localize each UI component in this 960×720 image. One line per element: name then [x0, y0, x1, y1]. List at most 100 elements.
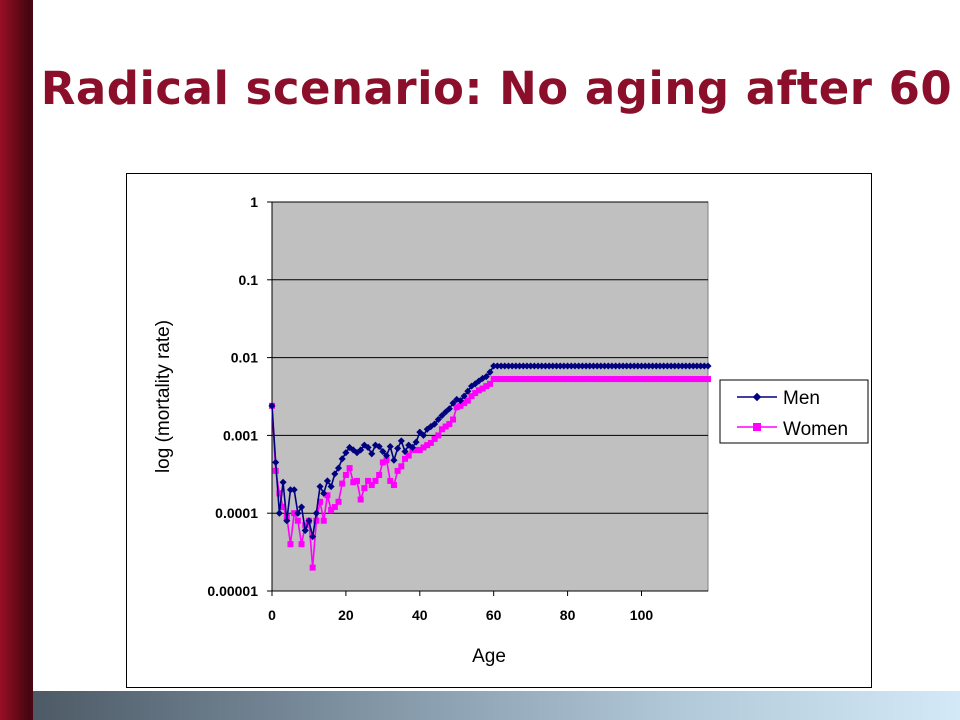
data-point-women — [535, 376, 542, 383]
data-point-women — [520, 376, 527, 383]
legend-women-label: Women — [783, 419, 848, 440]
data-point-women — [317, 498, 324, 505]
data-point-women — [705, 376, 711, 383]
data-point-women — [579, 376, 586, 383]
data-point-men — [630, 362, 638, 370]
data-point-women — [634, 376, 641, 383]
data-point-men — [334, 464, 343, 472]
data-point-women — [620, 376, 627, 383]
data-point-women — [686, 376, 693, 383]
data-point-women — [416, 446, 423, 453]
legend-women-square-marker — [753, 423, 761, 431]
data-point-women — [656, 376, 663, 383]
data-point-men — [656, 362, 664, 370]
data-point-men — [523, 362, 531, 370]
data-point-women — [638, 376, 645, 383]
data-point-men — [438, 412, 446, 420]
data-point-men — [286, 486, 295, 494]
data-point-women — [302, 522, 309, 529]
data-point-women — [490, 376, 497, 383]
data-point-women — [653, 376, 660, 383]
data-point-men — [445, 405, 453, 413]
data-point-men — [482, 373, 490, 381]
y-tick-label: 0.0001 — [215, 505, 258, 521]
data-point-women — [405, 452, 412, 459]
data-point-men — [697, 362, 705, 370]
data-point-women — [675, 376, 682, 383]
data-point-women — [557, 376, 564, 383]
data-point-men — [645, 362, 653, 370]
data-point-women — [350, 479, 357, 486]
data-point-men — [386, 442, 394, 451]
data-point-men — [601, 362, 609, 370]
data-point-women — [601, 376, 608, 383]
data-point-women — [446, 421, 453, 428]
chart-frame: 1 0.1 0.01 0.001 0.0001 0.00001 0 20 40 60 80 100 l… — [126, 173, 872, 688]
data-point-women — [583, 376, 590, 383]
data-point-men — [704, 362, 712, 370]
data-point-women — [697, 376, 704, 383]
data-point-women — [413, 446, 420, 453]
data-point-women — [468, 393, 475, 400]
data-point-women — [483, 383, 490, 390]
data-point-women — [553, 376, 560, 383]
data-point-women — [501, 376, 508, 383]
axes: 1 0.1 0.01 0.001 0.0001 0.00001 0 20 40 60 80 100 — [207, 194, 708, 623]
data-point-men — [419, 431, 428, 439]
data-point-men — [338, 455, 346, 463]
data-point-men — [641, 362, 649, 370]
data-point-women — [631, 376, 638, 383]
data-point-men — [671, 362, 679, 370]
data-point-women — [313, 517, 320, 524]
data-point-men — [652, 362, 660, 370]
data-point-men — [674, 362, 682, 370]
data-point-women — [335, 498, 342, 505]
data-point-women — [276, 490, 283, 497]
data-point-men — [637, 362, 646, 370]
data-point-women — [387, 477, 394, 484]
slide-title: Radical scenario: No aging after 60 — [40, 62, 953, 115]
data-point-men — [290, 486, 298, 494]
data-point-women — [608, 376, 615, 383]
data-point-men — [663, 362, 671, 370]
data-point-men — [560, 362, 568, 370]
data-point-women — [442, 423, 449, 430]
left-accent-bar — [0, 0, 33, 720]
x-tick-label: 80 — [560, 607, 576, 623]
y-tick-label: 0.1 — [239, 272, 259, 288]
data-point-women — [623, 376, 630, 383]
data-point-women — [682, 376, 689, 383]
legend: Men Women — [719, 379, 869, 444]
y-tick-label: 1 — [250, 194, 258, 210]
data-point-men — [320, 489, 328, 497]
data-point-men — [700, 362, 708, 370]
data-point-women — [346, 465, 353, 472]
data-point-men — [431, 420, 439, 428]
data-point-men — [275, 509, 283, 517]
data-point-women — [509, 376, 516, 383]
data-point-women — [523, 376, 530, 383]
data-point-women — [342, 471, 349, 478]
data-point-men — [357, 446, 365, 454]
data-point-men — [379, 448, 387, 456]
data-point-men — [685, 362, 694, 370]
data-point-men — [434, 415, 442, 424]
data-point-men — [312, 509, 320, 517]
data-point-men — [342, 449, 350, 457]
data-point-women — [516, 376, 523, 383]
plot-area — [271, 201, 709, 592]
y-tick-label: 0.01 — [231, 350, 258, 366]
data-point-men — [490, 362, 498, 370]
x-axis-title: Age — [472, 646, 506, 667]
data-point-men — [545, 362, 553, 370]
data-point-men — [693, 362, 701, 370]
data-point-men — [327, 483, 335, 491]
data-point-men — [567, 362, 575, 370]
data-point-women — [398, 463, 405, 470]
data-point-women — [472, 390, 479, 397]
legend-box — [719, 379, 869, 444]
data-point-women — [353, 477, 360, 484]
data-point-women — [372, 477, 379, 484]
data-point-men — [375, 442, 383, 451]
data-point-women — [546, 376, 553, 383]
